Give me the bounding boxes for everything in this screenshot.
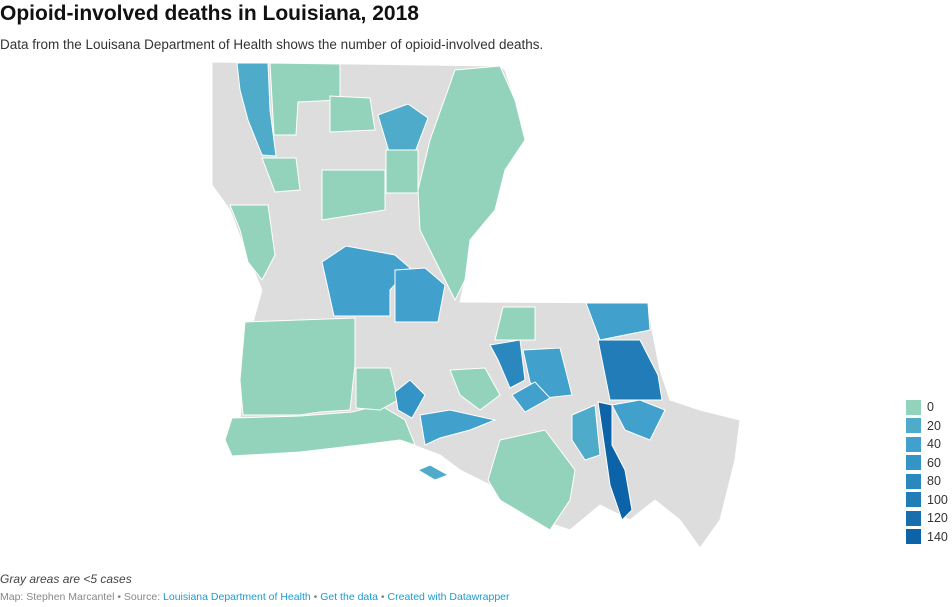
legend-label: 20 xyxy=(927,418,941,433)
parish[interactable] xyxy=(416,464,450,481)
map-note: Gray areas are <5 cases xyxy=(0,572,132,586)
parish[interactable] xyxy=(269,62,341,136)
parish[interactable] xyxy=(224,404,416,457)
parish[interactable] xyxy=(487,429,576,531)
parish[interactable] xyxy=(385,149,419,194)
parish[interactable] xyxy=(597,339,663,401)
separator: • xyxy=(114,591,124,603)
parish[interactable] xyxy=(597,401,633,521)
separator: • xyxy=(378,591,388,603)
parish[interactable] xyxy=(571,404,601,461)
parish[interactable] xyxy=(236,62,277,157)
get-data-link[interactable]: Get the data xyxy=(320,591,379,603)
legend-swatch xyxy=(906,399,921,415)
legend-label: 100 xyxy=(927,492,948,507)
parish[interactable] xyxy=(494,306,536,341)
legend-item: 120 xyxy=(906,509,948,528)
parish[interactable] xyxy=(611,399,666,441)
map-subtitle: Data from the Louisana Department of Hea… xyxy=(0,37,544,52)
parish[interactable] xyxy=(394,379,426,419)
legend-label: 0 xyxy=(927,400,934,415)
parish[interactable] xyxy=(329,95,376,133)
parish[interactable] xyxy=(394,267,446,323)
map-title: Opioid-involved deaths in Louisiana, 201… xyxy=(0,2,419,25)
parish[interactable] xyxy=(355,367,399,411)
parish[interactable] xyxy=(239,317,356,416)
legend-item: 40 xyxy=(906,435,948,454)
parish[interactable] xyxy=(321,169,386,221)
legend-label: 80 xyxy=(927,474,941,489)
legend: 0 20 40 60 80 100 120 140 xyxy=(906,398,948,546)
legend-label: 120 xyxy=(927,511,948,526)
legend-label: 140 xyxy=(927,529,948,544)
legend-item: 60 xyxy=(906,454,948,473)
legend-item: 140 xyxy=(906,528,948,547)
louisiana-map xyxy=(211,61,741,549)
parish[interactable] xyxy=(377,103,429,156)
legend-swatch xyxy=(906,492,921,508)
parish[interactable] xyxy=(585,302,651,341)
parish[interactable] xyxy=(511,381,551,413)
separator: • xyxy=(310,591,321,603)
datawrapper-link[interactable]: Created with Datawrapper xyxy=(387,591,510,603)
legend-item: 80 xyxy=(906,472,948,491)
legend-swatch xyxy=(906,455,921,471)
parish[interactable] xyxy=(489,339,526,389)
source-label: Source: xyxy=(123,591,164,603)
legend-item: 0 xyxy=(906,398,948,417)
legend-item: 100 xyxy=(906,491,948,510)
legend-label: 40 xyxy=(927,437,941,452)
footer: Map: Stephen Marcantel • Source: Louisia… xyxy=(0,591,510,603)
parish[interactable] xyxy=(449,367,501,411)
legend-swatch xyxy=(906,510,921,526)
byline: Map: Stephen Marcantel xyxy=(0,591,115,603)
legend-label: 60 xyxy=(927,455,941,470)
legend-swatch xyxy=(906,473,921,489)
legend-swatch xyxy=(906,436,921,452)
parish[interactable] xyxy=(419,409,497,446)
legend-swatch xyxy=(906,418,921,434)
legend-item: 20 xyxy=(906,417,948,436)
parish[interactable] xyxy=(229,204,276,281)
parish[interactable] xyxy=(261,157,301,193)
source-link[interactable]: Louisiana Department of Health xyxy=(163,591,311,603)
legend-swatch xyxy=(906,529,921,545)
parish[interactable] xyxy=(417,65,526,302)
